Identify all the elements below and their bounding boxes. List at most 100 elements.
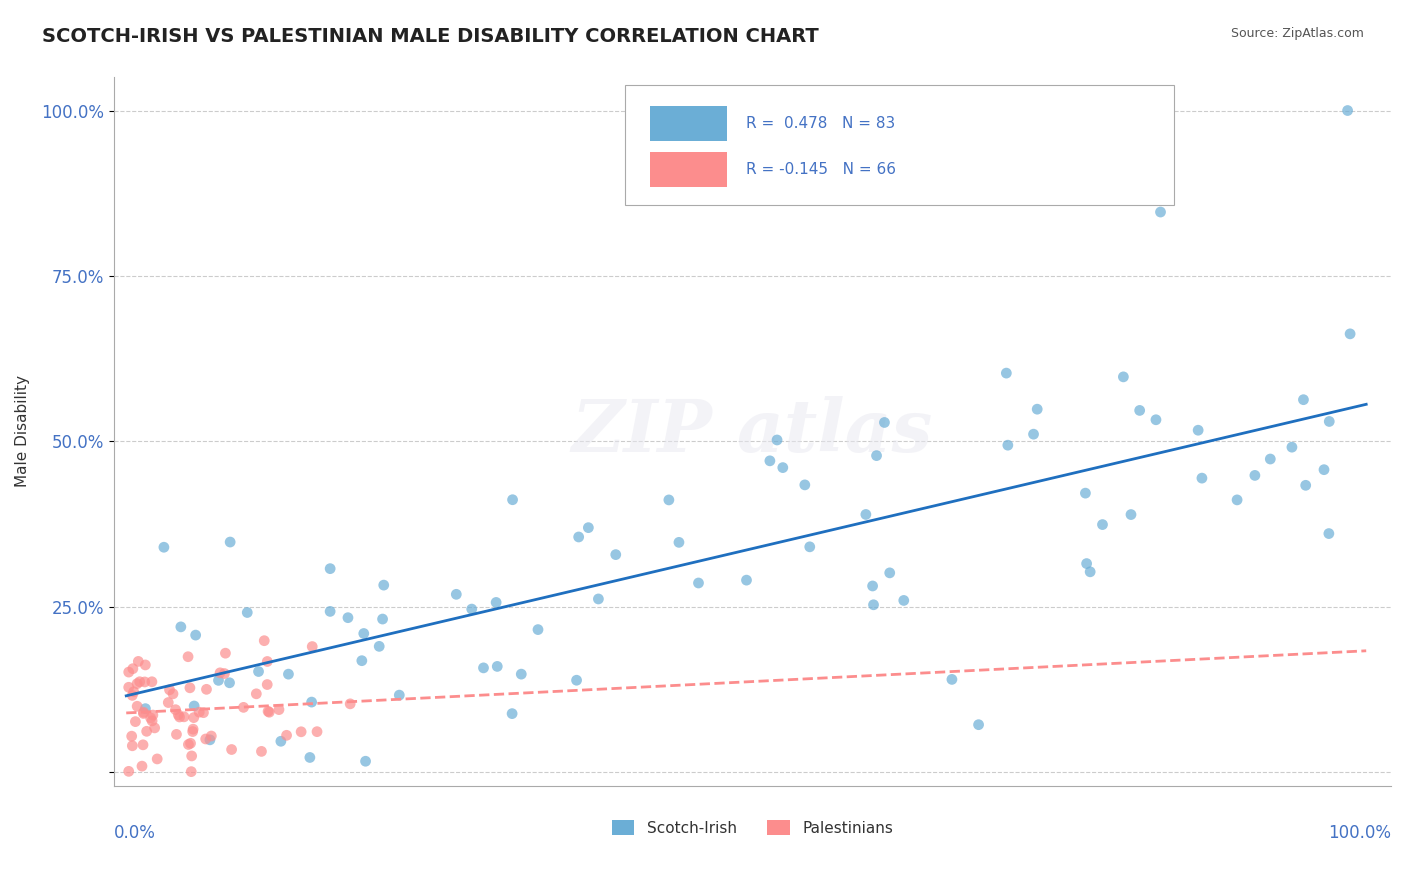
- Point: [1144, 413, 1167, 427]
- Point: [159, 682, 181, 697]
- Point: [253, 633, 276, 648]
- Point: [270, 734, 292, 748]
- Point: [772, 460, 794, 475]
- Point: [353, 626, 375, 640]
- Point: [277, 667, 299, 681]
- Point: [207, 673, 229, 688]
- Point: [605, 548, 627, 562]
- Point: [997, 438, 1019, 452]
- Point: [1313, 463, 1336, 477]
- Point: [1091, 517, 1114, 532]
- Point: [388, 688, 411, 702]
- Point: [1112, 369, 1135, 384]
- Point: [118, 764, 141, 779]
- Point: [127, 676, 149, 690]
- Point: [588, 591, 610, 606]
- Point: [173, 710, 195, 724]
- Point: [194, 731, 217, 746]
- Point: [301, 695, 323, 709]
- Point: [510, 667, 533, 681]
- Point: [132, 706, 155, 721]
- Point: [766, 433, 789, 447]
- Point: [179, 681, 201, 695]
- Point: [221, 742, 243, 756]
- Point: [181, 724, 204, 739]
- Point: [141, 674, 163, 689]
- Point: [180, 748, 202, 763]
- Point: [1129, 403, 1152, 417]
- Point: [169, 710, 191, 724]
- Point: [131, 759, 153, 773]
- Point: [565, 673, 588, 688]
- Point: [759, 454, 782, 468]
- Point: [121, 729, 143, 743]
- Point: [184, 628, 207, 642]
- Text: Source: ZipAtlas.com: Source: ZipAtlas.com: [1230, 27, 1364, 40]
- Point: [1076, 557, 1098, 571]
- Point: [486, 659, 509, 673]
- Point: [873, 416, 896, 430]
- Point: [165, 703, 187, 717]
- Point: [157, 696, 180, 710]
- Point: [141, 714, 163, 728]
- Point: [1226, 492, 1249, 507]
- Point: [167, 707, 190, 722]
- Point: [127, 654, 149, 668]
- Point: [195, 682, 218, 697]
- Point: [350, 654, 373, 668]
- Point: [688, 576, 710, 591]
- Point: [180, 736, 202, 750]
- Point: [501, 706, 523, 721]
- Point: [180, 764, 202, 779]
- Point: [181, 722, 204, 736]
- Point: [134, 675, 156, 690]
- Point: [236, 606, 259, 620]
- Point: [122, 685, 145, 699]
- Point: [124, 714, 146, 729]
- Point: [793, 478, 815, 492]
- Point: [118, 680, 141, 694]
- Point: [893, 593, 915, 607]
- FancyBboxPatch shape: [650, 152, 727, 187]
- Point: [134, 701, 156, 715]
- Text: SCOTCH-IRISH VS PALESTINIAN MALE DISABILITY CORRELATION CHART: SCOTCH-IRISH VS PALESTINIAN MALE DISABIL…: [42, 27, 818, 45]
- Point: [256, 655, 278, 669]
- Point: [865, 449, 887, 463]
- Point: [862, 579, 884, 593]
- Point: [305, 724, 328, 739]
- Point: [446, 587, 468, 601]
- Point: [1281, 440, 1303, 454]
- Point: [502, 492, 524, 507]
- Point: [1295, 478, 1317, 492]
- Point: [1074, 486, 1097, 500]
- Point: [855, 508, 877, 522]
- Point: [1022, 427, 1045, 442]
- Point: [301, 640, 323, 654]
- Y-axis label: Male Disability: Male Disability: [15, 376, 30, 488]
- Point: [183, 698, 205, 713]
- Text: ZIP atlas: ZIP atlas: [572, 396, 934, 467]
- Point: [1149, 205, 1171, 219]
- Point: [1078, 565, 1101, 579]
- Point: [218, 675, 240, 690]
- Point: [658, 492, 681, 507]
- Point: [162, 687, 184, 701]
- Point: [132, 706, 155, 720]
- Point: [995, 366, 1018, 380]
- Point: [799, 540, 821, 554]
- Point: [245, 687, 267, 701]
- Point: [472, 661, 495, 675]
- FancyBboxPatch shape: [624, 85, 1174, 205]
- Point: [368, 640, 391, 654]
- Point: [1339, 326, 1361, 341]
- Point: [1317, 414, 1340, 428]
- Point: [319, 562, 342, 576]
- Point: [153, 541, 176, 555]
- Point: [170, 620, 193, 634]
- Point: [200, 729, 222, 743]
- Point: [576, 521, 599, 535]
- Point: [214, 646, 236, 660]
- Point: [256, 677, 278, 691]
- Point: [177, 738, 200, 752]
- Point: [319, 604, 342, 618]
